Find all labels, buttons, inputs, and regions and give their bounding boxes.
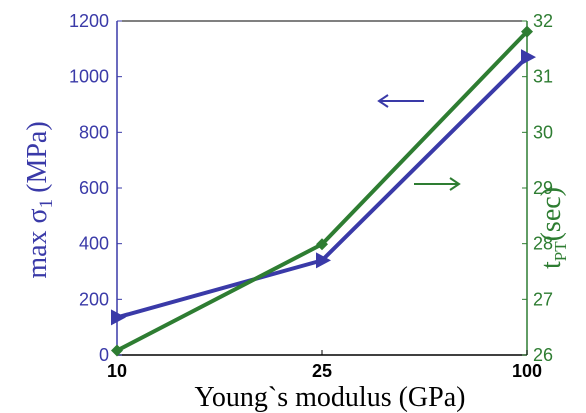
left-y-label-sub: 1 bbox=[36, 199, 57, 209]
left-tick-label: 600 bbox=[79, 178, 109, 198]
series-2-marker bbox=[111, 344, 123, 357]
x-tick-label: 100 bbox=[512, 361, 542, 381]
left-y-axis-label: max σ1 (MPa) bbox=[22, 121, 57, 278]
right-tick-label: 32 bbox=[533, 11, 553, 31]
series-line-2 bbox=[116, 30, 529, 353]
left-tick-label: 1200 bbox=[69, 11, 109, 31]
x-tick-label: 25 bbox=[312, 361, 332, 381]
left-y-label-unit: (MPa) bbox=[22, 121, 53, 193]
left-arrow-icon bbox=[377, 94, 424, 108]
right-tick-label: 27 bbox=[533, 289, 553, 309]
series-1-marker bbox=[111, 309, 126, 326]
right-tick-label: 28 bbox=[533, 234, 553, 254]
right-tick-label: 30 bbox=[533, 122, 553, 142]
series-1-marker bbox=[521, 49, 536, 66]
series-2-marker bbox=[316, 238, 328, 251]
left-tick-label: 400 bbox=[79, 234, 109, 254]
series-layer bbox=[111, 25, 536, 357]
left-tick-label: 1000 bbox=[69, 67, 109, 87]
right-y-axis-label: tPT(sec) bbox=[536, 187, 570, 269]
left-tick-label: 800 bbox=[79, 122, 109, 142]
right-tick-label: 29 bbox=[533, 178, 553, 198]
left-axis-ticks: 0 200 400 600 800 1000 1200 bbox=[69, 11, 122, 365]
left-tick-label: 0 bbox=[99, 345, 109, 365]
right-arrow-icon bbox=[414, 177, 461, 191]
right-tick-label: 26 bbox=[533, 345, 553, 365]
x-axis-ticks: 10 25 100 bbox=[107, 350, 542, 381]
right-tick-label: 31 bbox=[533, 67, 553, 87]
left-tick-label: 200 bbox=[79, 289, 109, 309]
right-y-label-sub: PT bbox=[551, 241, 570, 261]
series-2-marker bbox=[521, 25, 533, 38]
annotation-layer bbox=[377, 94, 461, 191]
right-y-label-main: t bbox=[536, 261, 567, 269]
x-tick-label: 10 bbox=[107, 361, 127, 381]
right-axis-ticks: 26 27 28 29 30 31 32 bbox=[522, 11, 553, 365]
series-1-marker bbox=[316, 252, 331, 269]
plot-frame bbox=[116, 20, 528, 356]
x-axis-label: Young`s modulus (GPa) bbox=[195, 382, 466, 413]
right-y-label-unit: (sec) bbox=[536, 187, 567, 241]
left-y-label-main: max σ bbox=[22, 208, 53, 278]
